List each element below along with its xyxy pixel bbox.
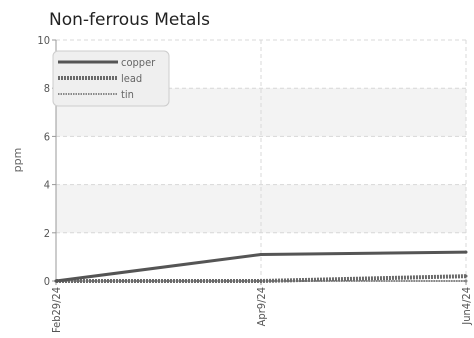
y-tick-label: 6 [44, 130, 50, 143]
legend: copper lead tin [52, 50, 170, 107]
series-point-copper [54, 279, 58, 283]
series-point-lead [259, 279, 263, 283]
x-tick-labels: Feb29/24 Apr9/24 Jun4/24 [50, 281, 473, 333]
x-tick-label: Jun4/24 [460, 287, 473, 326]
legend-label-lead: lead [121, 72, 142, 85]
y-tick-label: 2 [44, 227, 50, 240]
series-point-copper [259, 252, 263, 256]
y-tick-label: 4 [44, 179, 50, 192]
y-tick-label: 10 [37, 34, 50, 47]
x-tick-label: Apr9/24 [255, 287, 268, 326]
y-axis-label: ppm [11, 148, 24, 173]
y-tick-label: 0 [44, 275, 50, 288]
y-tick-labels: 0 2 4 6 8 10 [37, 34, 56, 288]
series-point-copper [464, 250, 468, 254]
series-point-tin [464, 279, 468, 283]
y-tick-label: 8 [44, 82, 50, 95]
x-tick-label: Feb29/24 [50, 287, 63, 333]
legend-label-tin: tin [121, 88, 134, 101]
chart-title: Non-ferrous Metals [49, 10, 210, 30]
series-point-lead [464, 274, 468, 278]
series-lines [54, 250, 468, 283]
legend-label-copper: copper [121, 56, 156, 69]
